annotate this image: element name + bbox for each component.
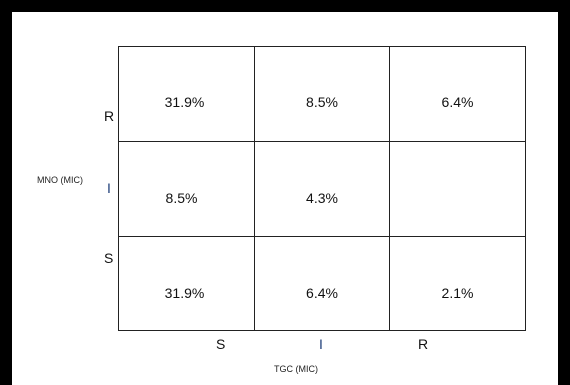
y-tick-label: S bbox=[104, 250, 114, 266]
cell-i-s: 8.5% bbox=[118, 141, 255, 237]
cell-s-s: 31.9% bbox=[118, 236, 255, 331]
cell-value: 2.1% bbox=[441, 284, 474, 301]
x-tick-label: I bbox=[319, 336, 323, 352]
cell-r-r: 6.4% bbox=[389, 46, 526, 142]
cell-value: 6.4% bbox=[441, 94, 474, 110]
cell-value: 6.4% bbox=[306, 284, 338, 301]
x-tick-label: S bbox=[216, 336, 226, 352]
cell-s-i: 6.4% bbox=[254, 236, 390, 331]
cell-value: 31.9% bbox=[164, 284, 205, 301]
cell-value: 4.3% bbox=[306, 190, 338, 206]
x-tick-label: R bbox=[418, 336, 429, 352]
y-tick-label: I bbox=[107, 180, 111, 196]
y-tick-label: R bbox=[104, 108, 115, 124]
cell-r-s: 31.9% bbox=[118, 46, 255, 142]
x-axis-title: TGC (MIC) bbox=[274, 364, 318, 374]
y-axis-title: MNO (MIC) bbox=[37, 175, 83, 185]
cell-i-r bbox=[389, 141, 526, 237]
cell-s-r: 2.1% bbox=[389, 236, 526, 331]
cell-value: 31.9% bbox=[164, 94, 205, 110]
cell-value: 8.5% bbox=[306, 94, 338, 110]
cell-value: 8.5% bbox=[165, 190, 198, 206]
cell-i-i: 4.3% bbox=[254, 141, 390, 237]
cell-r-i: 8.5% bbox=[254, 46, 390, 142]
chart-frame: 31.9% 8.5% 6.4% 8.5% 4.3% 31.9% 6.4% 2.1… bbox=[12, 12, 558, 385]
